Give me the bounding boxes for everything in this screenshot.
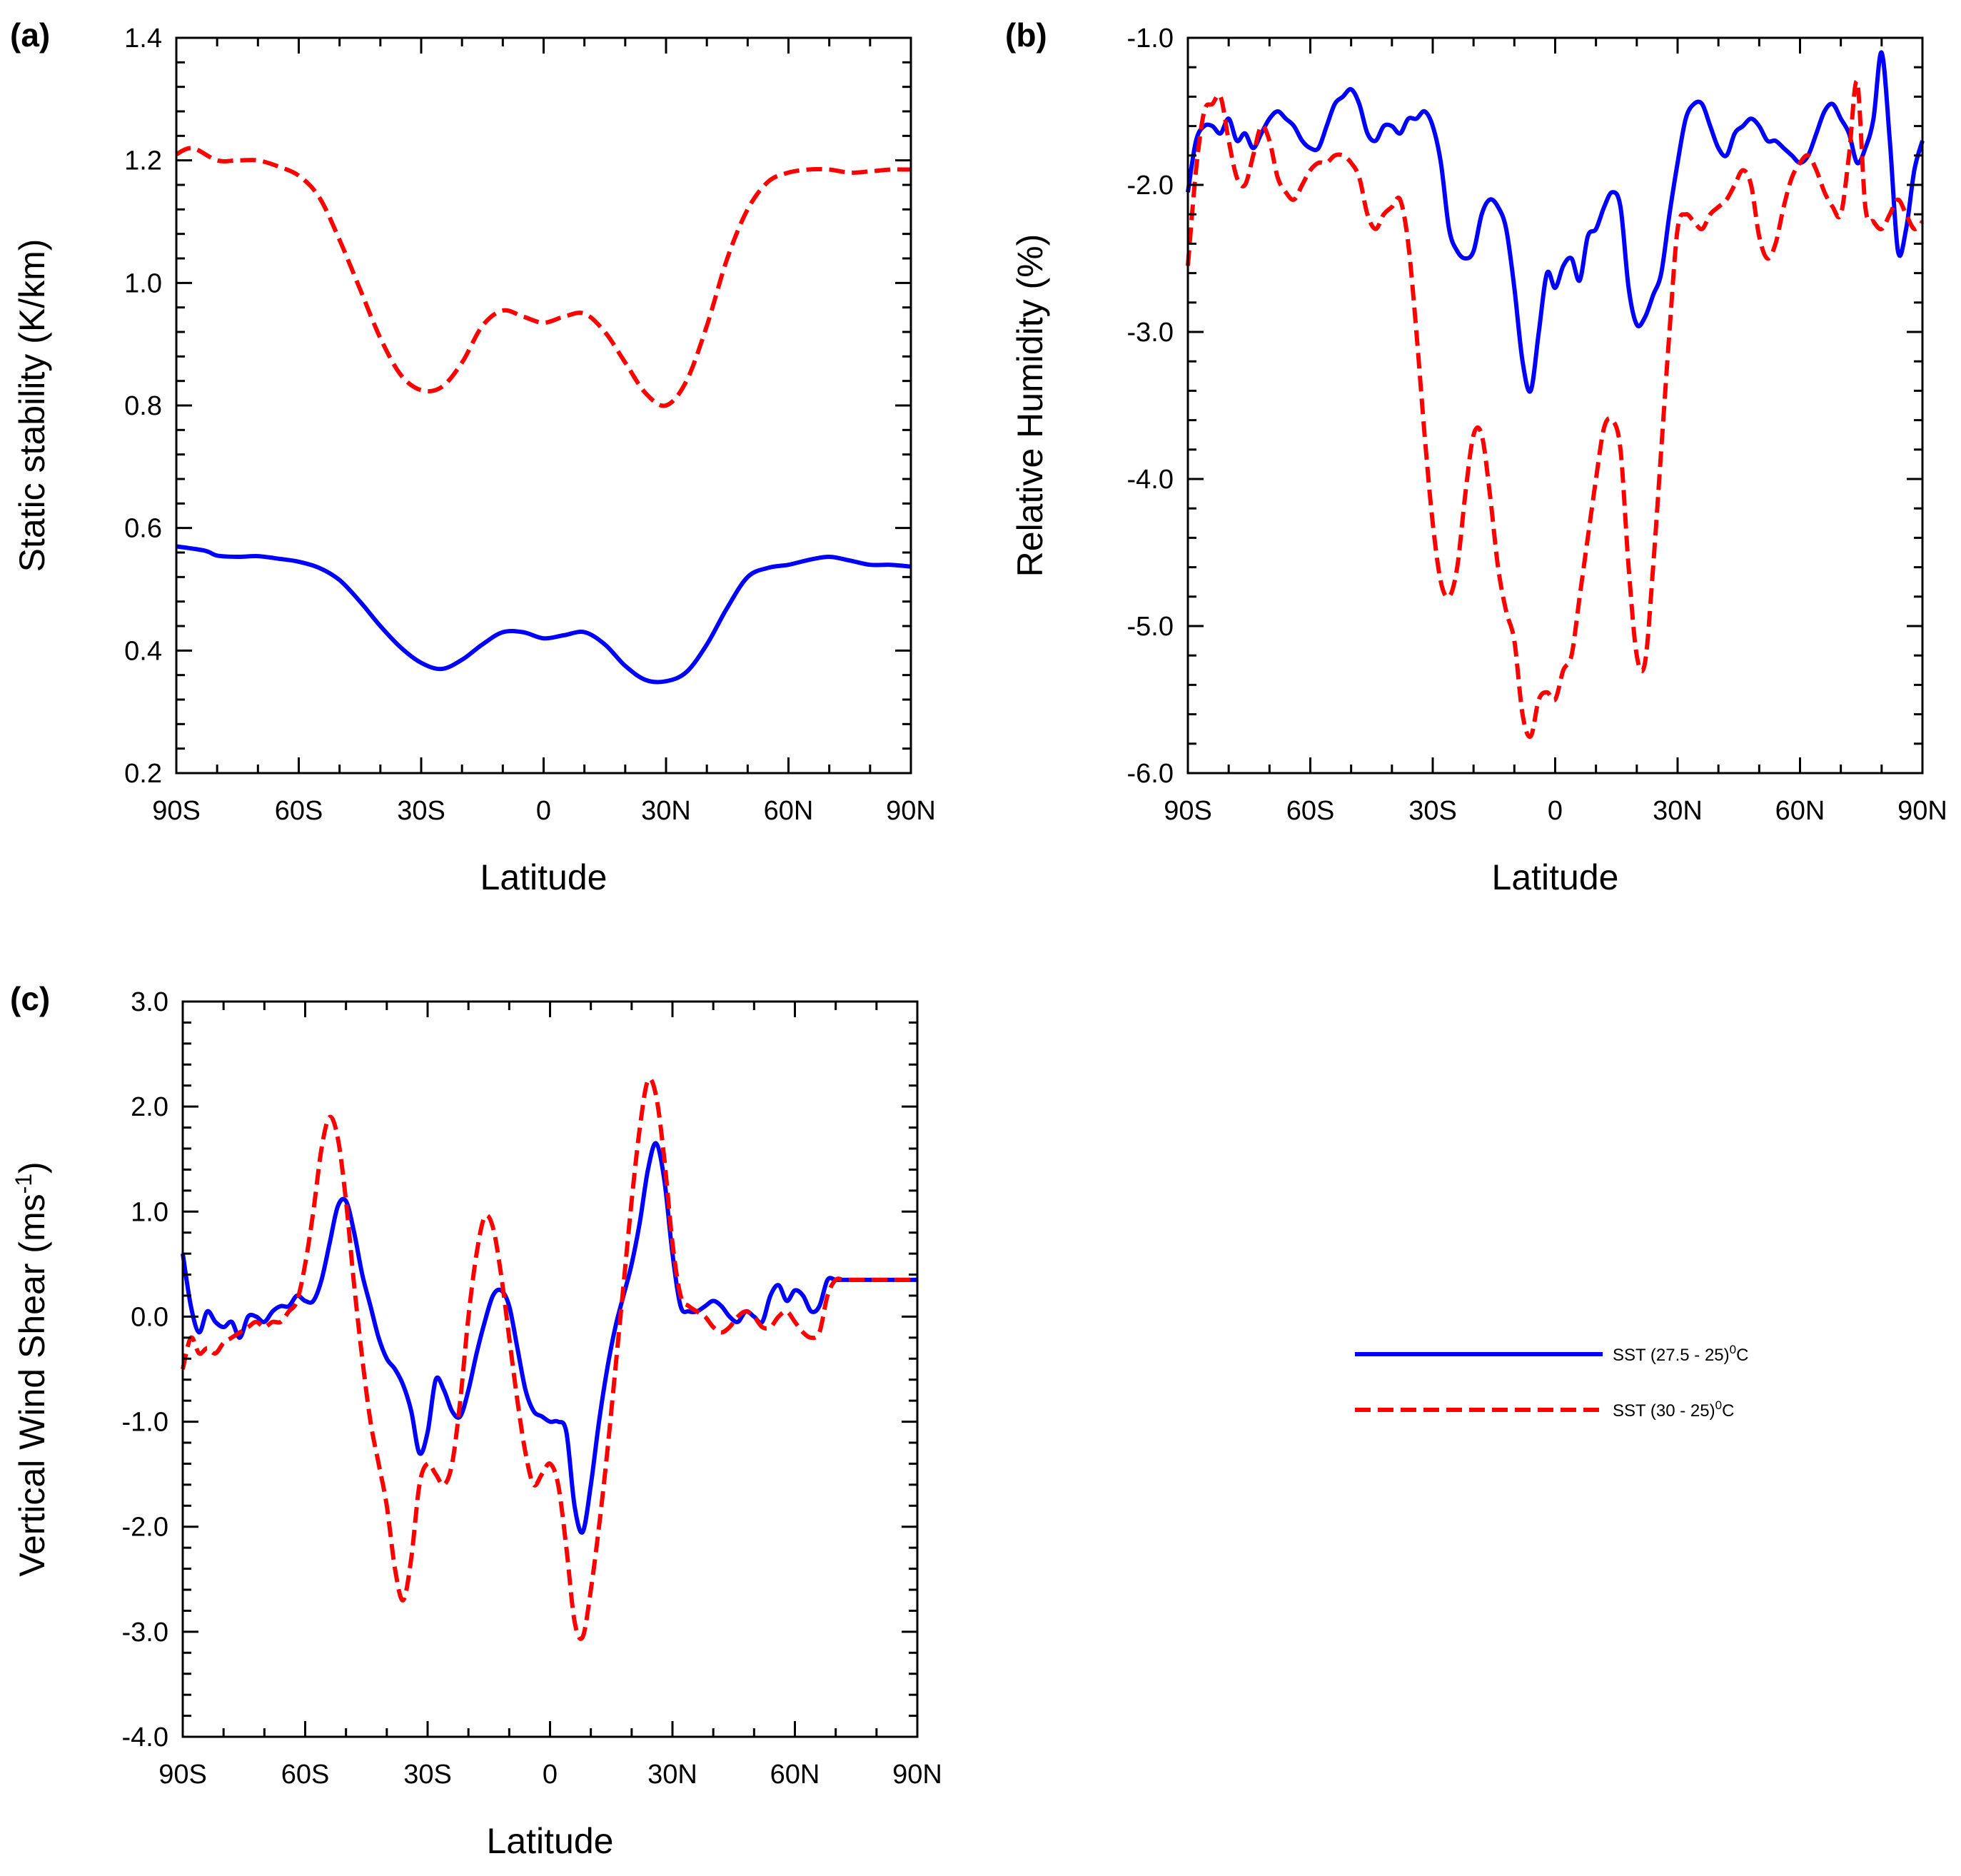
plot-frame (175, 36, 912, 775)
panel-label: (c) (10, 980, 50, 1017)
x-tick-label: 60N (764, 796, 814, 826)
panel-c: 90S 60S 30S 0 30N 60N 90N -4.0 -3.0 -2.0 -1.0 0.0 1.… (10, 980, 942, 1861)
x-tick-label: 0 (543, 1760, 558, 1790)
x-tick-label: 90S (158, 1760, 207, 1790)
y-tick-label: -5.0 (1127, 612, 1174, 642)
y-tick-label: -2.0 (1127, 171, 1174, 201)
series-line-red (175, 146, 912, 408)
y-tick-label: 3.0 (131, 987, 168, 1017)
x-tick-label: 30N (1653, 796, 1703, 826)
y-axis-title-main: Vertical Wind Shear (ms (12, 1194, 52, 1576)
y-axis-title: Relative Humidity (%) (1010, 234, 1050, 578)
y-tick-label: -6.0 (1127, 759, 1174, 789)
panel-a: 90S 60S 30S 0 30N 60N 90N 0.2 0.4 0.6 0.8 1.0 1.2 1.4… (10, 16, 936, 897)
y-axis-title-end: ) (12, 1161, 52, 1174)
x-tick-label: 0 (536, 796, 551, 826)
x-tick-label: 90S (1164, 796, 1212, 826)
x-tick-label: 60N (1775, 796, 1825, 826)
y-tick-label: -2.0 (122, 1513, 168, 1543)
x-tick-label: 60S (281, 1760, 330, 1790)
x-tick-label: 90N (886, 796, 936, 826)
y-tick-label: 0.0 (131, 1302, 168, 1332)
y-axis-title-sup: -1 (11, 1174, 36, 1194)
y-tick-label: 1.4 (124, 24, 162, 54)
y-tick-label: -4.0 (122, 1723, 168, 1753)
series-line-blue (1186, 50, 1925, 394)
x-tick-label: 30S (397, 796, 445, 826)
series-line-red (181, 1076, 917, 1641)
series-line-blue (181, 1141, 917, 1535)
x-tick-label: 60N (770, 1760, 820, 1790)
x-tick-label: 60S (275, 796, 323, 826)
y-axis-title: Vertical Wind Shear (ms-1) (11, 1161, 52, 1576)
y-tick-label: 0.4 (124, 636, 162, 666)
panel-b: 90S 60S 30S 0 30N 60N 90N -6.0 -5.0 -4.0 -3.0 -2.0 -… (1005, 16, 1947, 897)
x-tick-label: 30N (641, 796, 691, 826)
x-tick-label: 90N (892, 1760, 942, 1790)
x-axis-title: Latitude (1492, 857, 1619, 897)
x-tick-label: 60S (1286, 796, 1335, 826)
x-tick-label: 90S (152, 796, 201, 826)
x-tick-label: 90N (1897, 796, 1947, 826)
y-tick-label: -4.0 (1127, 465, 1174, 495)
plot-frame (181, 1000, 919, 1738)
panel-label: (a) (10, 16, 50, 54)
panel-label: (b) (1005, 16, 1047, 54)
y-tick-label: 1.0 (124, 268, 162, 298)
legend-label-blue: SST (27.5 - 25)0C (1613, 1343, 1748, 1365)
y-tick-label: -3.0 (122, 1618, 168, 1648)
y-tick-label: -3.0 (1127, 318, 1174, 348)
legend: SST (27.5 - 25)0C SST (30 - 25)0C (1355, 1343, 1748, 1421)
y-tick-label: 1.0 (131, 1197, 168, 1227)
series-line-red (1186, 79, 1925, 740)
y-tick-label: 0.6 (124, 514, 162, 544)
legend-label-red: SST (30 - 25)0C (1613, 1398, 1734, 1421)
y-tick-label: 2.0 (131, 1092, 168, 1122)
x-tick-label: 30S (403, 1760, 452, 1790)
x-tick-label: 30N (647, 1760, 697, 1790)
y-tick-label: 0.8 (124, 391, 162, 421)
y-tick-label: 1.2 (124, 146, 162, 176)
x-tick-label: 0 (1548, 796, 1563, 826)
y-tick-label: -1.0 (1127, 24, 1174, 54)
y-tick-label: 0.2 (124, 759, 162, 789)
x-axis-title: Latitude (487, 1821, 614, 1861)
y-axis-title: Static stability (K/km) (12, 239, 52, 573)
x-tick-label: 30S (1408, 796, 1457, 826)
series-line-blue (176, 544, 912, 685)
y-tick-label: -1.0 (122, 1408, 168, 1438)
x-axis-title: Latitude (480, 857, 608, 897)
